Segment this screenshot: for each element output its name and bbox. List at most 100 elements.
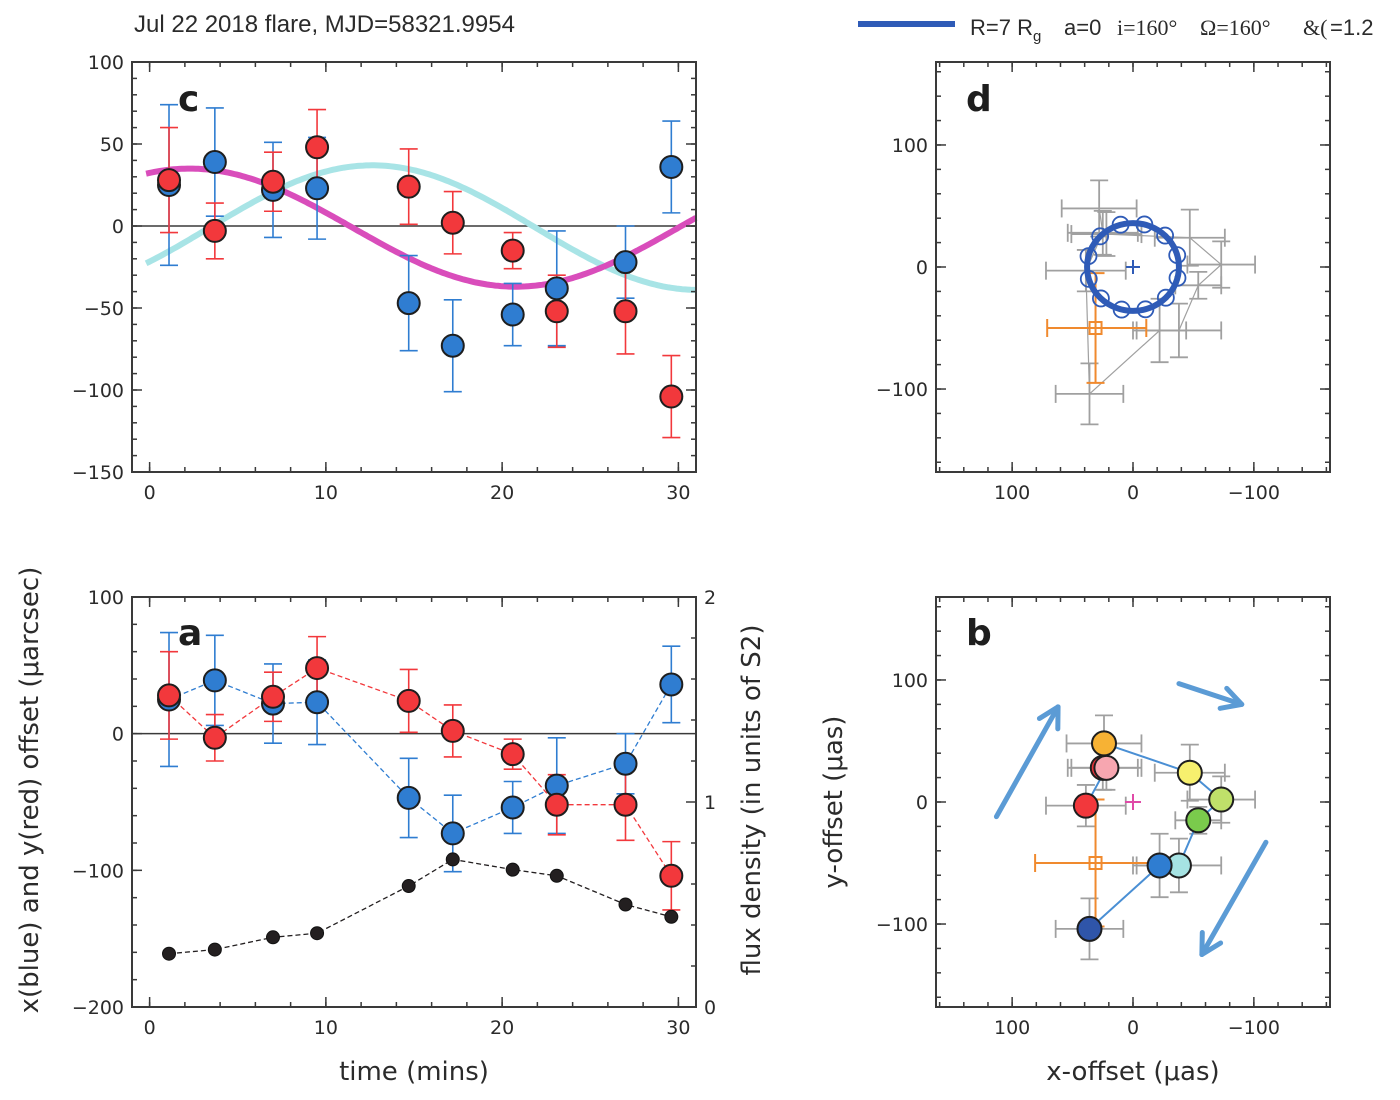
x-tick-label: 10 bbox=[314, 1017, 338, 1039]
x-tick-label: 30 bbox=[666, 1017, 690, 1039]
y2-tick-label: 1 bbox=[704, 792, 716, 814]
x-data-point bbox=[305, 690, 330, 715]
x-data-point bbox=[659, 672, 684, 697]
x-data-point bbox=[202, 150, 227, 175]
model-orbit-marker bbox=[1168, 268, 1187, 287]
model-orbit-marker bbox=[1168, 246, 1187, 265]
flux-data-point bbox=[162, 946, 177, 961]
panel-label: b bbox=[966, 613, 992, 654]
x-fit-curve bbox=[144, 162, 696, 293]
y-data-point bbox=[544, 792, 569, 817]
position-data-point bbox=[1176, 759, 1203, 786]
legend-label-spin: a=0 bbox=[1064, 15, 1101, 40]
x-tick-label: 20 bbox=[490, 482, 514, 504]
y-tick-label: −100 bbox=[876, 379, 928, 401]
x-data-point bbox=[440, 333, 465, 358]
panel-b: 100 0 −100 100 0 −100 x-offset (μas) y-offset (… bbox=[819, 596, 1331, 1087]
panel-label: c bbox=[178, 79, 199, 120]
x-tick-label: 0 bbox=[144, 482, 156, 504]
position-data-point bbox=[1090, 730, 1117, 757]
y-data-point bbox=[440, 210, 465, 235]
y-data-point bbox=[613, 299, 638, 324]
y-data-point bbox=[202, 725, 227, 750]
y-data-point bbox=[659, 384, 684, 409]
y-data-point bbox=[157, 683, 182, 708]
x-data-point bbox=[396, 785, 421, 810]
y-data-point bbox=[659, 863, 684, 888]
x-tick-label: −100 bbox=[1228, 1017, 1280, 1039]
x-tick-label: 20 bbox=[490, 1017, 514, 1039]
x-line bbox=[168, 679, 672, 835]
legend-label-inclination: i=160° bbox=[1117, 15, 1177, 40]
x-data-point bbox=[613, 751, 638, 776]
legend-label-last-glyph: &( bbox=[1303, 15, 1327, 40]
y-tick-label: −200 bbox=[72, 997, 124, 1019]
model-orbit-marker bbox=[1156, 288, 1175, 307]
plot-frame bbox=[131, 61, 697, 473]
direction-arrow bbox=[993, 704, 1061, 820]
model-orbit-marker bbox=[1135, 215, 1154, 234]
y2-axis-label: flux density (in units of S2) bbox=[737, 625, 767, 976]
direction-arrow bbox=[1199, 839, 1269, 958]
position-data-point bbox=[1208, 786, 1235, 813]
panel-label: a bbox=[178, 613, 202, 654]
x-axis-label: x-offset (μas) bbox=[1046, 1057, 1219, 1087]
y-data-point bbox=[500, 742, 525, 767]
y-tick-label: −100 bbox=[72, 380, 124, 402]
legend: R=7 Rg a=0 i=160° Ω=160° &( =1.2 bbox=[858, 15, 1373, 45]
x-data-point bbox=[440, 821, 465, 846]
model-orbit-marker bbox=[1112, 300, 1131, 319]
y-tick-label: 100 bbox=[88, 587, 124, 609]
figure-title: Jul 22 2018 flare, MJD=58321.9954 bbox=[134, 11, 515, 38]
panel-label: d bbox=[966, 79, 992, 120]
y-data-point bbox=[440, 718, 465, 743]
y-tick-label: 100 bbox=[892, 670, 928, 692]
y-line bbox=[168, 667, 672, 877]
y2-tick-label: 0 bbox=[704, 997, 716, 1019]
flux-data-point bbox=[505, 862, 520, 877]
y-tick-label: −50 bbox=[84, 298, 124, 320]
y-tick-label: 0 bbox=[916, 792, 928, 814]
reference-square-marker bbox=[1088, 321, 1103, 336]
y-data-point bbox=[305, 135, 330, 160]
legend-label-radius: R=7 Rg bbox=[970, 15, 1041, 45]
legend-label-last-value: =1.2 bbox=[1330, 15, 1373, 40]
model-orbit-marker bbox=[1079, 247, 1098, 266]
flux-data-point bbox=[549, 868, 564, 883]
x-tick-label: 100 bbox=[994, 1017, 1030, 1039]
y-data-point bbox=[613, 792, 638, 817]
y-data-point bbox=[202, 218, 227, 243]
y-fit-curve bbox=[145, 165, 698, 290]
y-data-point bbox=[305, 656, 330, 681]
model-orbit-marker bbox=[1156, 226, 1174, 245]
flux-data-point bbox=[310, 926, 325, 941]
y-tick-label: 0 bbox=[916, 257, 928, 279]
y-tick-label: 100 bbox=[88, 52, 124, 74]
flux-data-point bbox=[618, 897, 633, 912]
x-data-point bbox=[500, 302, 525, 327]
y-tick-label: −100 bbox=[876, 914, 928, 936]
x-axis-label: time (mins) bbox=[339, 1057, 489, 1087]
position-data-point bbox=[1185, 807, 1212, 834]
panel-d: 100 0 −100 100 0 −100 d bbox=[876, 61, 1331, 504]
y-axis-label: x(blue) and y(red) offset (μarcsec) bbox=[15, 567, 45, 1014]
y-tick-label: −100 bbox=[72, 860, 124, 882]
y-tick-label: 50 bbox=[100, 134, 124, 156]
x-data-point bbox=[500, 795, 525, 820]
x-tick-label: 0 bbox=[1127, 1017, 1139, 1039]
arrow-head-icon bbox=[1217, 685, 1245, 711]
model-orbit-marker bbox=[1092, 289, 1110, 308]
x-data-point bbox=[613, 250, 638, 275]
x-tick-label: 30 bbox=[666, 482, 690, 504]
x-tick-label: 10 bbox=[314, 482, 338, 504]
model-orbit-marker bbox=[1091, 227, 1110, 246]
x-data-point bbox=[544, 276, 569, 301]
x-data-point bbox=[202, 668, 227, 693]
model-orbit-marker bbox=[1079, 269, 1098, 288]
y-tick-label: −150 bbox=[72, 462, 124, 484]
flux-data-point bbox=[401, 879, 416, 894]
model-orbit-ring bbox=[1084, 220, 1182, 314]
y-data-point bbox=[157, 168, 182, 193]
y-axis-label: y-offset (μas) bbox=[819, 716, 849, 889]
